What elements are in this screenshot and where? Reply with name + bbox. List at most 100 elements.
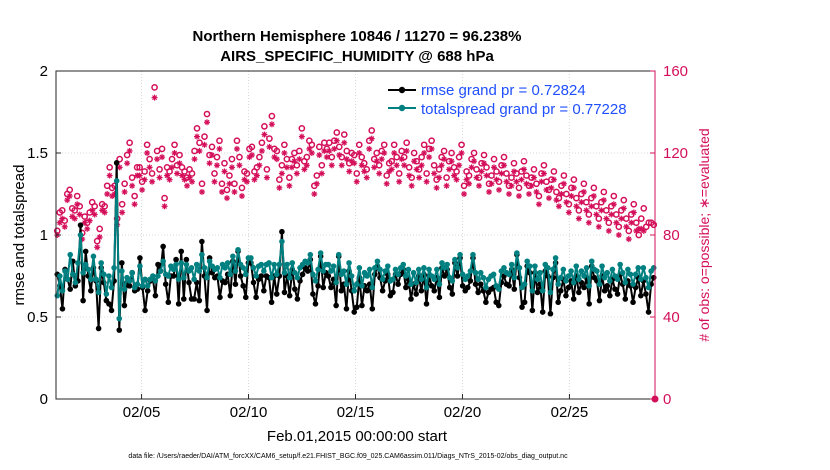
obs-evaluated-point xyxy=(136,172,143,179)
obs-possible-point xyxy=(123,151,131,159)
obs-evaluated-point xyxy=(528,182,535,189)
obs-possible-point xyxy=(133,164,141,171)
obs-evaluated-point xyxy=(418,162,425,169)
series-point-rmse xyxy=(304,268,311,274)
series-point-spread xyxy=(444,261,450,268)
obs-evaluated-point xyxy=(343,156,350,163)
series-point-rmse xyxy=(286,292,293,299)
obs-possible-point xyxy=(637,215,645,222)
obs-possible-point xyxy=(161,194,168,202)
left-axis: 0 0.5 1 1.5 2 xyxy=(27,63,61,408)
series-point-spread xyxy=(470,251,476,258)
series-point-spread xyxy=(495,286,502,292)
series-point-spread xyxy=(356,265,363,271)
series-point-spread xyxy=(415,266,422,273)
series-point-rmse xyxy=(121,302,128,309)
series-point-spread xyxy=(193,261,200,268)
obs-possible-point xyxy=(91,202,99,210)
obs-evaluated-point xyxy=(218,188,225,195)
obs-possible-point xyxy=(243,170,251,177)
obs-evaluated-point xyxy=(251,176,258,183)
series-point-spread xyxy=(601,274,608,281)
obs-evaluated-point xyxy=(548,184,555,191)
obs-evaluated-point xyxy=(501,162,508,169)
series-point-spread xyxy=(150,273,156,279)
obs-possible-point xyxy=(106,164,114,171)
left-tick-label: 2 xyxy=(40,63,48,80)
series-point-rmse xyxy=(570,296,577,302)
series-point-spread xyxy=(72,279,79,286)
series-point-rmse xyxy=(643,291,649,297)
obs-evaluated-point xyxy=(423,178,430,185)
series-point-rmse xyxy=(137,255,143,261)
y-axis-label-right: # of obs: o=possible; ∗=evaluated xyxy=(696,128,712,341)
legend-rmse-marker xyxy=(398,86,406,94)
obs-evaluated-point xyxy=(119,209,126,216)
obs-possible-point xyxy=(128,174,136,181)
series-point-spread xyxy=(637,276,644,283)
obs-evaluated-point xyxy=(361,168,368,175)
obs-evaluated-point xyxy=(106,172,113,179)
obs-evaluated-point xyxy=(146,164,153,171)
plot-frame xyxy=(55,70,656,400)
series-point-spread xyxy=(111,265,117,271)
obs-evaluated-point xyxy=(610,201,617,208)
obs-possible-point xyxy=(193,125,201,132)
series-point-spread xyxy=(139,283,146,289)
obs-possible-point xyxy=(313,172,321,179)
series-point-spread xyxy=(106,273,112,279)
obs-possible-point xyxy=(73,192,81,200)
obs-evaluated-point xyxy=(533,188,540,195)
obs-possible-point xyxy=(238,184,246,192)
obs-possible-point xyxy=(483,164,490,171)
obs-evaluated-point xyxy=(296,156,303,163)
series-point-spread xyxy=(410,269,417,276)
obs-evaluated-point xyxy=(513,178,520,185)
series-point-spread xyxy=(459,271,466,278)
series-point-rmse xyxy=(495,302,502,309)
obs-evaluated-point xyxy=(89,207,96,214)
obs-evaluated-point xyxy=(86,217,93,224)
obs-possible-point xyxy=(612,211,620,218)
obs-evaluated-point xyxy=(496,186,503,193)
obs-evaluated-point xyxy=(199,188,206,195)
obs-possible-point xyxy=(213,153,221,161)
series-point-spread xyxy=(529,287,536,294)
obs-evaluated-point xyxy=(515,193,522,200)
series-point-spread xyxy=(335,251,342,258)
obs-possible-point xyxy=(640,205,648,212)
obs-evaluated-point xyxy=(144,150,151,156)
series-point-spread xyxy=(108,284,115,291)
series-point-rmse xyxy=(343,306,350,312)
obs-possible-point xyxy=(375,161,383,169)
obs-evaluated-point xyxy=(595,223,602,230)
obs-evaluated-point xyxy=(223,195,230,202)
obs-evaluated-point xyxy=(316,152,323,159)
obs-possible-point xyxy=(141,168,148,175)
series-point-rmse xyxy=(227,292,234,299)
obs-evaluated-point xyxy=(436,174,443,181)
obs-evaluated-point xyxy=(623,223,630,230)
obs-evaluated-point xyxy=(104,191,111,197)
series-point-rmse xyxy=(449,291,456,297)
series-point-rmse xyxy=(563,292,569,299)
right-tick-label: 0 xyxy=(663,391,671,408)
series-point-spread xyxy=(217,274,223,281)
series-point-spread xyxy=(121,286,128,292)
obs-evaluated-point xyxy=(166,176,173,183)
obs-evaluated-point xyxy=(393,162,400,169)
obs-evaluated-point xyxy=(408,182,415,189)
series-point-spread xyxy=(173,261,179,268)
series-point-rmse xyxy=(95,325,102,332)
obs-evaluated-point xyxy=(181,176,188,183)
obs-possible-point xyxy=(418,153,425,161)
series-point-rmse xyxy=(196,297,203,304)
series-point-spread xyxy=(292,269,298,276)
obs-possible-point xyxy=(635,231,643,239)
obs-evaluated-point xyxy=(481,160,488,167)
series-point-spread xyxy=(516,265,523,271)
obs-possible-point xyxy=(440,147,448,155)
series-point-spread xyxy=(152,278,159,284)
series-point-rmse xyxy=(459,283,466,289)
